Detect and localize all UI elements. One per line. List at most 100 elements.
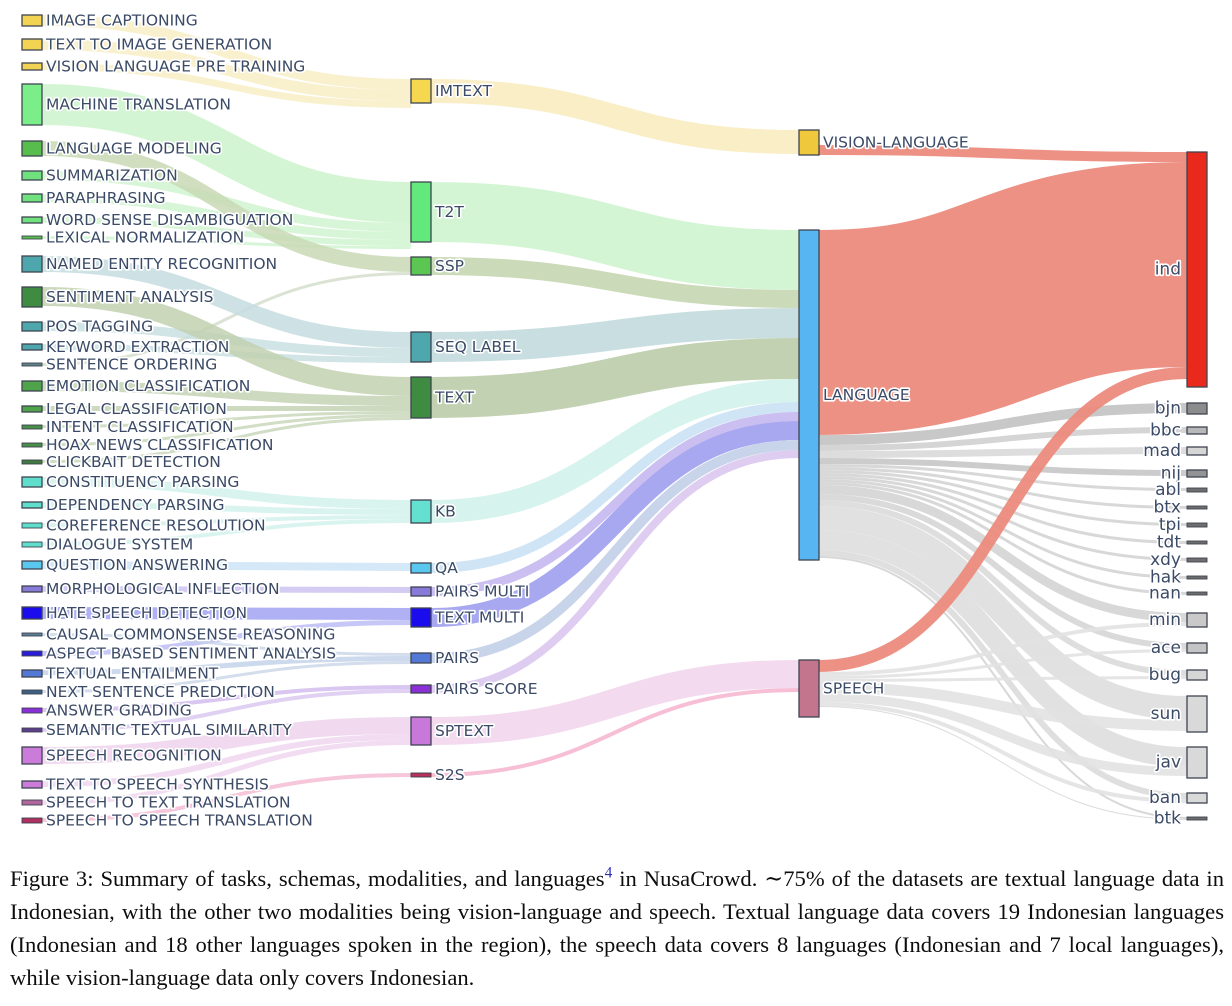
flow-speech-to-sun bbox=[818, 682, 1188, 731]
label-click: CLICKBAIT DETECTION bbox=[46, 453, 221, 471]
flow-ner-to-seqlabel bbox=[41, 256, 412, 348]
label-ssp: SSP bbox=[435, 257, 464, 275]
label-jav: jav bbox=[1155, 753, 1181, 773]
caption-text-0: Figure 3: Summary of tasks, schemas, mod… bbox=[10, 866, 605, 891]
node-sum bbox=[21, 170, 43, 181]
node-hoax bbox=[21, 442, 43, 448]
node-sun bbox=[1186, 695, 1208, 733]
label-ner: NAMED ENTITY RECOGNITION bbox=[46, 255, 277, 273]
label-qat: QUESTION ANSWERING bbox=[46, 556, 228, 574]
flow-click-to-text bbox=[41, 417, 412, 463]
label-xdy: xdy bbox=[1150, 550, 1181, 570]
label-so: SENTENCE ORDERING bbox=[46, 356, 217, 374]
node-btk bbox=[1186, 816, 1208, 821]
node-nan bbox=[1186, 591, 1208, 596]
flow-t2i-to-imtext bbox=[41, 39, 412, 101]
flow-speech-to-jav bbox=[818, 693, 1188, 776]
label-mi: MORPHOLOGICAL INFLECTION bbox=[46, 580, 280, 598]
flow-pairsscore-to-lang bbox=[430, 450, 800, 693]
node-nij bbox=[1186, 469, 1208, 478]
label-bjn: bjn bbox=[1155, 399, 1181, 419]
label-sr: SPEECH RECOGNITION bbox=[46, 747, 222, 765]
flow-text-to-lang bbox=[430, 338, 800, 418]
label-sptext: SPTEXT bbox=[435, 722, 494, 740]
node-lm bbox=[21, 140, 43, 157]
flow-ccr-to-pairs bbox=[41, 633, 412, 656]
node-mt bbox=[21, 83, 43, 126]
sankey-nodes bbox=[21, 14, 1208, 824]
label-lang: LANGUAGE bbox=[823, 386, 910, 404]
flow-wsd-to-t2t bbox=[41, 217, 412, 246]
node-sa bbox=[21, 286, 43, 308]
label-ccr: CAUSAL COMMONSENSE REASONING bbox=[46, 626, 335, 644]
node-para bbox=[21, 193, 43, 203]
label-sun: sun bbox=[1151, 704, 1181, 724]
flow-lang-to-bug bbox=[818, 500, 1188, 676]
label-stt: SPEECH TO TEXT TRANSLATION bbox=[46, 794, 291, 812]
label-sa: SENTIMENT ANALYSIS bbox=[46, 288, 214, 306]
label-hak: hak bbox=[1150, 568, 1181, 588]
label-abl: abl bbox=[1155, 480, 1181, 500]
label-imtext: IMTEXT bbox=[435, 82, 493, 100]
flow-speech-to-btk bbox=[818, 706, 1188, 820]
label-sts: SEMANTIC TEXTUAL SIMILARITY bbox=[46, 721, 292, 739]
node-wsd bbox=[21, 216, 43, 224]
flow-lm-to-ssp bbox=[41, 141, 412, 272]
node-cr bbox=[21, 522, 43, 529]
label-nan: nan bbox=[1149, 584, 1181, 604]
label-legal: LEGAL CLASSIFICATION bbox=[46, 400, 227, 418]
flow-pairsmulti-to-lang bbox=[430, 412, 800, 596]
node-sts bbox=[21, 727, 43, 733]
flow-kw-to-seqlabel bbox=[41, 344, 412, 363]
label-tpi: tpi bbox=[1159, 515, 1181, 535]
flow-lang-to-bbc bbox=[818, 427, 1188, 451]
label-bbc: bbc bbox=[1150, 421, 1181, 441]
label-te: TEXTUAL ENTAILMENT bbox=[45, 665, 219, 683]
label-s2s: S2S bbox=[435, 766, 465, 784]
label-emo: EMOTION CLASSIFICATION bbox=[46, 377, 250, 395]
flow-tts-to-sptext bbox=[41, 734, 412, 787]
flow-sptext-to-speech bbox=[430, 660, 800, 745]
label-speech: SPEECH bbox=[823, 680, 884, 698]
label-textmulti: TEXT MULTI bbox=[434, 609, 524, 627]
flow-ssp-to-lang bbox=[430, 257, 800, 308]
flow-lang-to-nan bbox=[818, 482, 1188, 595]
label-mt: MACHINE TRANSLATION bbox=[46, 96, 231, 114]
label-t2i: TEXT TO IMAGE GENERATION bbox=[45, 36, 272, 54]
node-textmulti bbox=[410, 607, 432, 628]
label-lm: LANGUAGE MODELING bbox=[46, 140, 222, 158]
node-tts bbox=[21, 780, 43, 789]
node-ag bbox=[21, 707, 43, 714]
flow-absa-to-textmulti bbox=[41, 620, 412, 656]
flow-kb-to-lang bbox=[430, 379, 800, 523]
sankey-labels: IMAGE CAPTIONING TEXT TO IMAGE GENERATION… bbox=[43, 10, 1183, 831]
label-dp: DEPENDENCY PARSING bbox=[46, 496, 224, 514]
node-lang bbox=[798, 229, 820, 561]
node-legal bbox=[21, 405, 43, 413]
flow-sts-to-pairsscore bbox=[41, 689, 412, 732]
flow-mi-to-pairsmulti bbox=[41, 586, 412, 593]
node-stst bbox=[21, 817, 43, 824]
flow-sa-to-text bbox=[41, 287, 412, 396]
node-abl bbox=[1186, 487, 1208, 493]
flow-vlpt-to-imtext bbox=[41, 63, 412, 108]
node-ace bbox=[1186, 642, 1208, 654]
label-wsd: WORD SENSE DISAMBIGUATION bbox=[46, 211, 293, 229]
flow-lang-to-tpi bbox=[818, 470, 1188, 526]
node-ner bbox=[21, 255, 43, 273]
flow-intent-to-text bbox=[41, 411, 412, 428]
flow-lang-to-ace bbox=[818, 494, 1188, 649]
node-stt bbox=[21, 799, 43, 806]
flow-nsp-to-pairs bbox=[41, 661, 412, 693]
sankey-links bbox=[41, 15, 1189, 822]
flow-lang-to-bjn bbox=[818, 403, 1188, 445]
node-ban bbox=[1186, 792, 1208, 804]
label-nij: nij bbox=[1161, 464, 1181, 484]
flow-ic-to-imtext bbox=[41, 15, 412, 90]
node-kw bbox=[21, 343, 43, 351]
flow-dp-to-kb bbox=[41, 502, 412, 515]
label-hsd: HATE SPEECH DETECTION bbox=[46, 604, 247, 622]
flow-s2s-to-speech bbox=[430, 688, 800, 777]
node-seqlabel bbox=[410, 331, 432, 363]
